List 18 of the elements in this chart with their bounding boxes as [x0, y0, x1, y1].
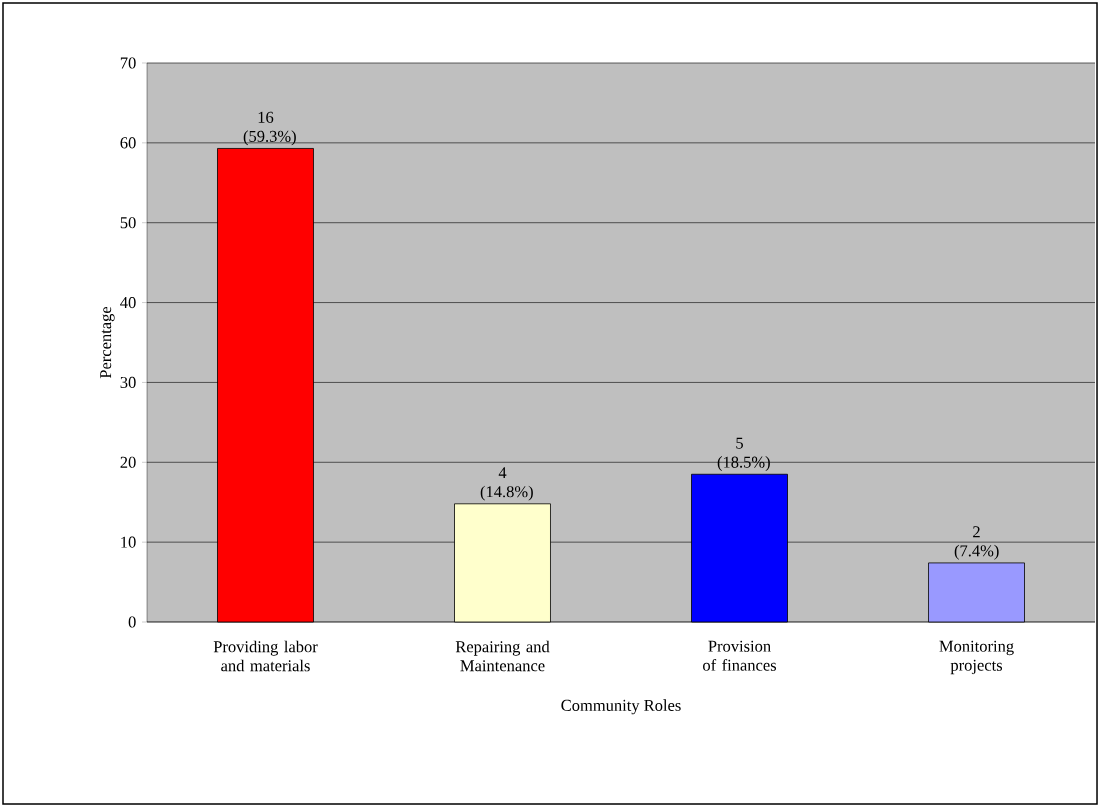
y-tick-label: 30 — [120, 376, 136, 388]
y-tick-label: 0 — [128, 616, 136, 628]
data-label: 4 (14.8%) — [480, 467, 533, 501]
x-axis-title: Community Roles — [561, 699, 681, 715]
y-tick-label: 10 — [121, 536, 136, 548]
y-tick-label: 60 — [120, 137, 136, 149]
x-tick-label: Providing labor and materials — [213, 640, 318, 672]
y-tick-label: 50 — [120, 217, 136, 229]
data-label: 5 (18.5%) — [717, 437, 770, 472]
y-tick-label: 20 — [120, 456, 136, 468]
x-tick-label: Monitoring projects — [939, 640, 1014, 675]
y-axis-title: Percentage — [100, 306, 115, 379]
data-label: 16 (59.3%) — [243, 111, 296, 146]
x-tick-label: Provision of finances — [703, 640, 777, 671]
data-label: 2 (7.4%) — [954, 526, 999, 560]
y-tick-label: 70 — [120, 57, 136, 69]
y-tick-label: 40 — [120, 297, 136, 309]
x-tick-label: Repairing and Maintenance — [455, 640, 550, 672]
